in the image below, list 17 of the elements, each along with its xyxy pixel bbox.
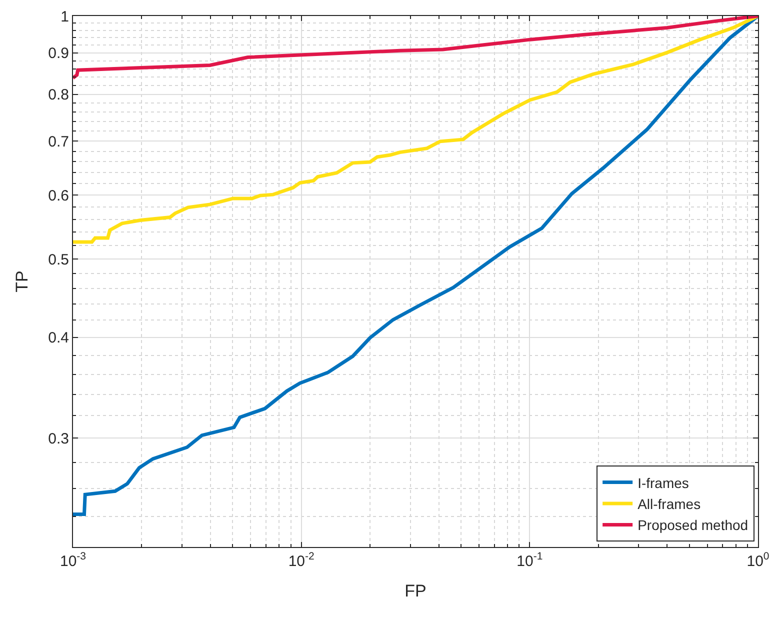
- y-tick-label: 1: [60, 8, 69, 26]
- y-tick-label: 0.6: [48, 187, 69, 204]
- y-tick-label: 0.5: [48, 251, 69, 268]
- y-tick-label: 0.3: [48, 430, 69, 448]
- y-tick-label: 0.9: [48, 45, 69, 62]
- x-tick-label: 10$^{-1}$: [516, 550, 543, 570]
- legend-label: Proposed method: [638, 517, 748, 534]
- y-tick-label: 0.7: [48, 133, 69, 150]
- legend-label: All-frames: [638, 496, 701, 512]
- x-tick-label: 10$^{-2}$: [288, 550, 314, 570]
- legend-label: I-frames: [638, 474, 689, 491]
- x-axis-title: FP: [404, 581, 426, 600]
- y-axis-title: TP: [12, 270, 32, 292]
- y-tick-label: 0.4: [48, 330, 69, 347]
- x-tick-label: 10$^{0}$: [746, 550, 770, 570]
- x-tick-label: 10$^{-3}$: [60, 550, 86, 570]
- y-tick-label: 0.8: [48, 86, 69, 104]
